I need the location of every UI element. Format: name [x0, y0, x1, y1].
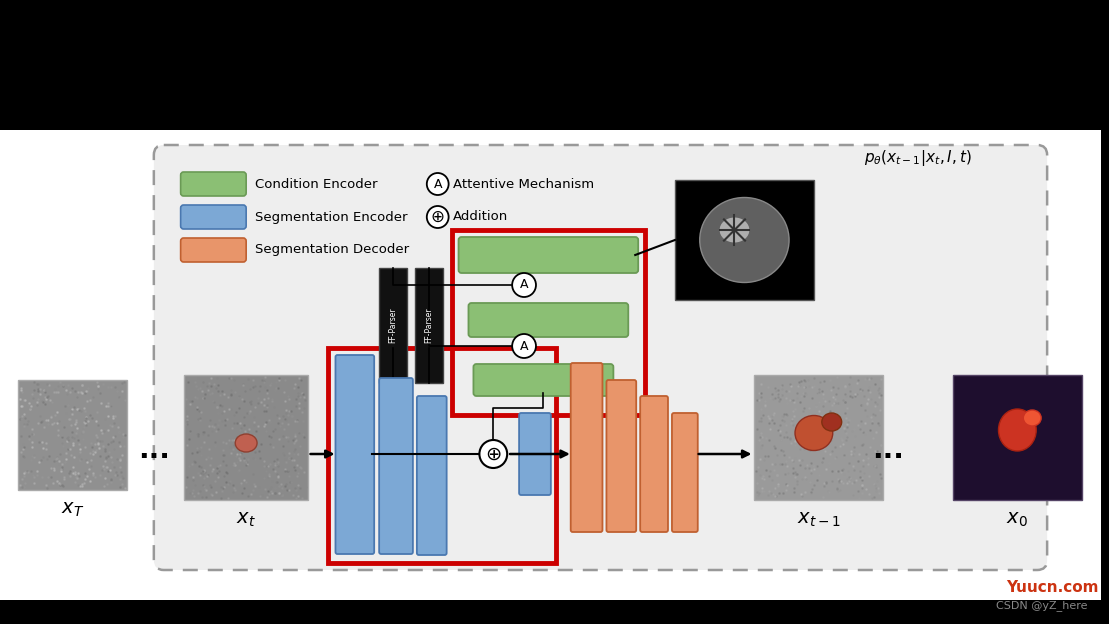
Text: Segmentation Decoder: Segmentation Decoder [255, 243, 409, 256]
FancyBboxPatch shape [379, 378, 413, 554]
Text: ...: ... [138, 436, 170, 464]
FancyBboxPatch shape [154, 145, 1047, 570]
Text: A: A [520, 339, 528, 353]
FancyBboxPatch shape [519, 413, 551, 495]
Circle shape [512, 334, 536, 358]
FancyBboxPatch shape [640, 396, 668, 532]
Text: A: A [520, 278, 528, 291]
Bar [327, 348, 556, 563]
Text: A: A [434, 177, 442, 190]
Ellipse shape [1024, 410, 1041, 426]
Text: Addition: Addition [452, 210, 508, 223]
Ellipse shape [700, 198, 790, 283]
FancyBboxPatch shape [181, 238, 246, 262]
FancyBboxPatch shape [181, 172, 246, 196]
Text: FF-Parser: FF-Parser [425, 308, 434, 343]
Text: Yuucn.com: Yuucn.com [1006, 580, 1098, 595]
Bar [451, 230, 645, 415]
Text: Attentive Mechanism: Attentive Mechanism [452, 177, 593, 190]
FancyBboxPatch shape [417, 396, 447, 555]
FancyBboxPatch shape [458, 237, 638, 273]
Bar [953, 375, 1082, 500]
FancyBboxPatch shape [468, 303, 629, 337]
FancyBboxPatch shape [474, 364, 613, 396]
FancyBboxPatch shape [571, 363, 602, 532]
Text: $x_{t-1}$: $x_{t-1}$ [797, 510, 841, 529]
Circle shape [479, 440, 507, 468]
Ellipse shape [822, 413, 842, 431]
Ellipse shape [235, 434, 257, 452]
Bar [379, 268, 407, 383]
Ellipse shape [720, 218, 750, 243]
FancyBboxPatch shape [672, 413, 698, 532]
Ellipse shape [998, 409, 1036, 451]
Text: FF-Parser: FF-Parser [388, 308, 397, 343]
Text: Condition Encoder: Condition Encoder [255, 177, 377, 190]
FancyBboxPatch shape [336, 355, 374, 554]
FancyBboxPatch shape [181, 205, 246, 229]
Text: $x_0$: $x_0$ [1007, 510, 1028, 529]
FancyBboxPatch shape [607, 380, 637, 532]
Circle shape [427, 173, 449, 195]
Bar [675, 180, 814, 300]
Text: Segmentation Encoder: Segmentation Encoder [255, 210, 408, 223]
Text: ⊕: ⊕ [430, 208, 445, 226]
Ellipse shape [795, 416, 833, 451]
Bar [184, 375, 307, 500]
Text: $x_T$: $x_T$ [61, 500, 84, 519]
Text: $p_{\theta}(x_{t-1}|x_t, I, t)$: $p_{\theta}(x_{t-1}|x_t, I, t)$ [864, 148, 971, 168]
Bar [0, 130, 1101, 600]
Text: ...: ... [873, 436, 904, 464]
Text: ⊕: ⊕ [485, 444, 501, 464]
Circle shape [427, 206, 449, 228]
Circle shape [512, 273, 536, 297]
Text: $x_t$: $x_t$ [236, 510, 256, 529]
Bar [415, 268, 442, 383]
Bar [754, 375, 884, 500]
Bar [18, 380, 128, 490]
Text: CSDN @yZ_here: CSDN @yZ_here [996, 600, 1088, 611]
Text: Fig. 1.  An illustration of MedSegDiff. For the clarity, the time step encoding : Fig. 1. An illustration of MedSegDiff. F… [164, 600, 788, 613]
